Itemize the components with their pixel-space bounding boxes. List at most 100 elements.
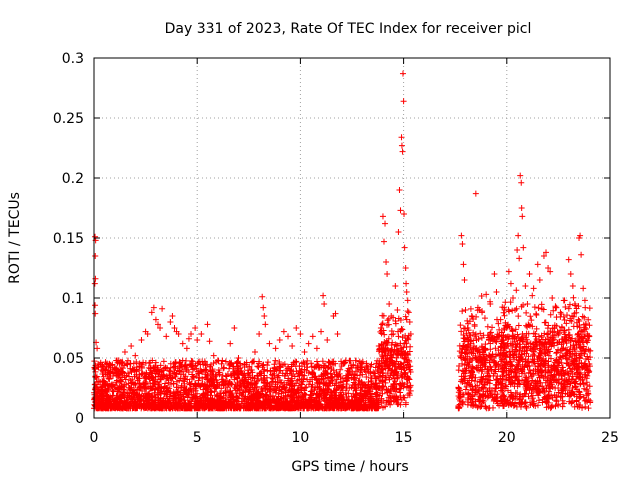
data-point <box>545 265 552 271</box>
data-point <box>505 268 512 275</box>
data-point <box>247 367 254 373</box>
data-point <box>404 297 411 304</box>
data-point <box>346 367 353 373</box>
data-point <box>398 142 405 149</box>
data-point <box>517 172 524 179</box>
data-point <box>175 331 182 337</box>
data-point <box>400 98 407 105</box>
data-point <box>578 251 585 258</box>
data-point <box>227 340 234 347</box>
data-point <box>111 364 118 371</box>
data-point <box>320 292 327 299</box>
data-point <box>518 205 525 211</box>
data-point <box>399 70 406 77</box>
data-point <box>565 256 572 263</box>
data-point <box>280 328 287 335</box>
data-point <box>386 301 393 307</box>
data-point <box>394 307 401 313</box>
data-point <box>198 331 205 337</box>
data-point <box>586 361 593 367</box>
data-point <box>536 277 543 283</box>
data-point <box>301 349 308 355</box>
data-point <box>402 265 409 271</box>
data-point <box>390 331 397 337</box>
data-point <box>371 373 378 379</box>
data-point <box>483 291 490 298</box>
data-point <box>150 304 157 311</box>
data-point <box>210 352 217 359</box>
data-point <box>375 343 382 349</box>
data-point <box>512 307 519 313</box>
data-point <box>520 244 527 251</box>
data-point <box>518 179 525 186</box>
data-point <box>514 247 521 253</box>
x-axis-label: GPS time / hours <box>291 459 408 475</box>
data-point <box>179 340 186 347</box>
data-point <box>185 335 192 342</box>
data-point <box>405 309 412 316</box>
data-point <box>501 307 508 313</box>
data-point <box>157 325 164 331</box>
data-point <box>379 213 386 220</box>
data-point <box>183 345 190 352</box>
data-point <box>543 249 550 256</box>
data-point <box>297 331 304 337</box>
data-point <box>388 313 395 319</box>
y-tick-label: 0.05 <box>53 351 84 367</box>
data-point <box>401 211 408 217</box>
data-point <box>377 325 384 331</box>
x-tick-label: 25 <box>601 430 619 446</box>
y-tick-label: 0.1 <box>62 291 84 307</box>
data-point <box>461 277 468 283</box>
data-point <box>458 232 465 239</box>
dense-cloud-path <box>91 287 594 412</box>
data-point <box>97 379 104 385</box>
data-point <box>159 305 166 312</box>
data-point <box>468 313 475 319</box>
data-point <box>138 337 145 343</box>
data-point <box>487 301 494 307</box>
data-point <box>167 319 174 325</box>
data-point <box>107 373 114 379</box>
data-point <box>132 352 139 359</box>
data-point <box>584 331 591 337</box>
data-point <box>313 345 320 352</box>
y-tick-label: 0.3 <box>62 51 84 67</box>
data-point <box>148 309 155 316</box>
data-point <box>194 337 201 343</box>
data-point <box>259 293 266 300</box>
y-axis-label: ROTI / TECUs <box>7 192 23 284</box>
data-point <box>188 331 195 337</box>
data-point <box>571 301 578 307</box>
data-point <box>305 340 312 347</box>
data-point <box>235 355 242 361</box>
data-point <box>276 337 283 343</box>
data-point <box>507 280 514 287</box>
data-point <box>293 325 300 331</box>
x-tick-label: 0 <box>90 430 99 446</box>
data-point <box>526 271 533 277</box>
data-point <box>472 190 479 197</box>
data-point <box>384 271 391 277</box>
data-point <box>397 207 404 214</box>
data-point <box>101 381 108 388</box>
data-point <box>515 232 522 239</box>
dense-point-cloud <box>91 287 594 412</box>
chart-title: Day 331 of 2023, Rate Of TEC Index for r… <box>165 21 532 37</box>
data-point <box>92 253 99 259</box>
data-point <box>398 134 405 141</box>
data-point <box>553 304 560 311</box>
data-point <box>577 232 584 239</box>
x-tick-label: 15 <box>395 430 413 446</box>
data-point <box>204 321 211 328</box>
data-point <box>359 385 366 391</box>
y-tick-label: 0.15 <box>53 231 84 247</box>
data-point <box>351 376 358 383</box>
data-point <box>214 357 221 364</box>
data-point <box>144 331 151 337</box>
data-point <box>262 321 269 328</box>
data-point <box>534 261 541 268</box>
data-point <box>399 148 406 155</box>
data-point <box>256 331 263 337</box>
data-point <box>406 319 413 325</box>
